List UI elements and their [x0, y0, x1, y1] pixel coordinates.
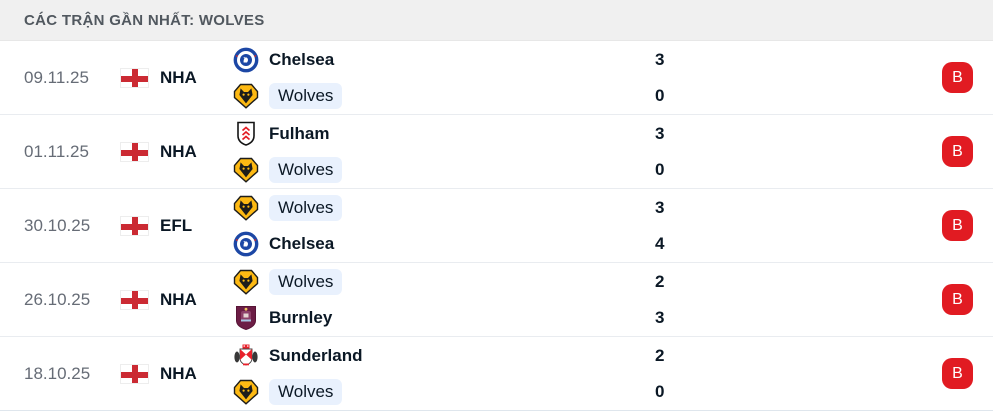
team-score: 2	[655, 345, 665, 365]
england-flag-icon	[120, 141, 160, 162]
team-line-home: Fulham 3	[233, 119, 942, 149]
team-score: 3	[655, 197, 665, 217]
competition-label: EFL	[160, 215, 193, 235]
team-score: 2	[655, 271, 665, 291]
match-date: 09.11.25	[24, 67, 89, 87]
team-line-home: Wolves 3	[233, 193, 942, 223]
match-date: 01.11.25	[24, 141, 89, 161]
team-score: 4	[655, 233, 665, 253]
match-date: 26.10.25	[24, 289, 91, 309]
team-line-away: Wolves 0	[233, 81, 942, 111]
match-row[interactable]: 18.10.25 NHA Sunderland 2 Wolves 0 B	[0, 337, 993, 411]
team-line-away: Wolves 0	[233, 377, 942, 407]
match-teams: Fulham 3 Wolves 0	[233, 119, 942, 185]
team-name[interactable]: Wolves	[269, 194, 343, 221]
team-score: 3	[655, 123, 665, 143]
england-flag-icon	[120, 289, 160, 310]
team-score: 3	[655, 307, 665, 327]
wolves-crest-icon	[233, 379, 259, 405]
match-row[interactable]: 30.10.25 EFL Wolves 3 Chelsea 4 B	[0, 189, 993, 263]
burnley-crest-icon	[233, 305, 259, 331]
result-badge-loss: B	[942, 358, 973, 389]
team-name[interactable]: Wolves	[269, 156, 343, 183]
england-flag-icon	[120, 215, 160, 236]
result-badge-loss: B	[942, 210, 973, 241]
team-name[interactable]: Wolves	[269, 82, 343, 109]
team-line-home: Chelsea 3	[233, 45, 942, 75]
match-teams: Wolves 3 Chelsea 4	[233, 193, 942, 259]
competition-label: NHA	[160, 141, 197, 161]
england-flag-icon	[120, 363, 160, 384]
team-line-home: Sunderland 2	[233, 341, 942, 371]
fulham-crest-icon	[233, 121, 259, 147]
result-badge-loss: B	[942, 62, 973, 93]
match-row[interactable]: 09.11.25 NHA Chelsea 3 Wolves 0 B	[0, 41, 993, 115]
chelsea-crest-icon	[233, 231, 259, 257]
match-row[interactable]: 01.11.25 NHA Fulham 3 Wolves 0 B	[0, 115, 993, 189]
team-line-away: Wolves 0	[233, 155, 942, 185]
england-flag-icon	[120, 67, 160, 88]
team-line-away: Burnley 3	[233, 303, 942, 333]
widget-title: CÁC TRẬN GẦN NHẤT: WOLVES	[24, 11, 265, 29]
match-date: 18.10.25	[24, 363, 91, 383]
team-score: 3	[655, 49, 665, 69]
wolves-crest-icon	[233, 157, 259, 183]
result-badge-loss: B	[942, 136, 973, 167]
team-score: 0	[655, 159, 665, 179]
competition-label: NHA	[160, 289, 197, 309]
team-name[interactable]: Wolves	[269, 268, 343, 295]
wolves-crest-icon	[233, 83, 259, 109]
team-name[interactable]: Burnley	[269, 307, 333, 327]
team-name[interactable]: Chelsea	[269, 233, 335, 253]
team-score: 0	[655, 381, 665, 401]
match-date: 30.10.25	[24, 215, 91, 235]
competition-label: NHA	[160, 67, 197, 87]
match-teams: Sunderland 2 Wolves 0	[233, 341, 942, 407]
team-name[interactable]: Fulham	[269, 123, 330, 143]
team-line-home: Wolves 2	[233, 267, 942, 297]
match-teams: Wolves 2 Burnley 3	[233, 267, 942, 333]
team-name[interactable]: Wolves	[269, 378, 343, 405]
wolves-crest-icon	[233, 269, 259, 295]
widget-header: CÁC TRẬN GẦN NHẤT: WOLVES	[0, 0, 993, 41]
sunderland-crest-icon	[233, 343, 259, 369]
result-badge-loss: B	[942, 284, 973, 315]
chelsea-crest-icon	[233, 47, 259, 73]
team-line-away: Chelsea 4	[233, 229, 942, 259]
team-name[interactable]: Sunderland	[269, 345, 363, 365]
match-teams: Chelsea 3 Wolves 0	[233, 45, 942, 111]
team-name[interactable]: Chelsea	[269, 49, 335, 69]
wolves-crest-icon	[233, 195, 259, 221]
team-score: 0	[655, 85, 665, 105]
match-row[interactable]: 26.10.25 NHA Wolves 2 Burnley 3 B	[0, 263, 993, 337]
competition-label: NHA	[160, 363, 197, 383]
